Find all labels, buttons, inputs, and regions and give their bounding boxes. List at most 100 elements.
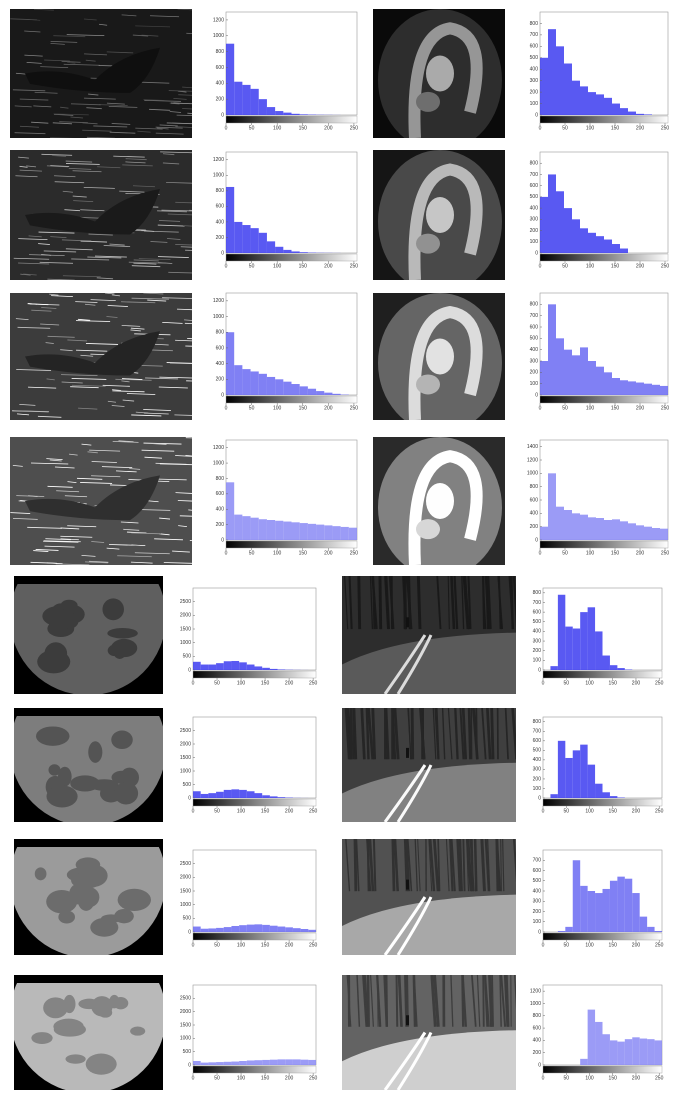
tree xyxy=(368,839,375,892)
wave xyxy=(67,525,97,528)
wave xyxy=(41,153,73,156)
wave xyxy=(13,410,50,413)
y-tick-label: 600 xyxy=(530,497,539,503)
bar xyxy=(580,744,588,798)
y-tick-label: 1000 xyxy=(530,1001,541,1007)
wave xyxy=(61,374,98,377)
bar xyxy=(193,926,201,932)
mri-image xyxy=(373,437,505,565)
wave xyxy=(50,165,70,167)
person xyxy=(406,879,409,890)
wave xyxy=(160,151,192,154)
bar xyxy=(596,236,604,253)
mare xyxy=(37,650,71,674)
bar xyxy=(580,86,588,115)
bar xyxy=(580,612,588,670)
chamber xyxy=(416,91,440,112)
wave xyxy=(35,549,59,551)
wave xyxy=(41,307,57,309)
bar xyxy=(550,794,558,798)
wave xyxy=(111,405,125,407)
x-tick-label: 250 xyxy=(350,550,359,556)
x-tick-label: 50 xyxy=(214,680,220,686)
wave xyxy=(138,258,171,261)
y-tick-label: 0 xyxy=(538,667,541,673)
tree xyxy=(407,839,413,892)
road-image xyxy=(342,708,516,822)
wave xyxy=(170,102,192,105)
bar xyxy=(540,57,548,115)
tree xyxy=(490,708,495,760)
x-tick-label: 0 xyxy=(539,125,542,131)
x-tick-label: 0 xyxy=(192,1075,195,1081)
bar xyxy=(216,663,224,670)
wave xyxy=(162,321,183,324)
road-line xyxy=(383,896,427,955)
tree xyxy=(348,576,353,630)
y-tick-label: 200 xyxy=(530,524,539,530)
bar xyxy=(307,523,317,540)
tree xyxy=(484,975,490,1027)
bar xyxy=(636,113,644,115)
bar xyxy=(242,516,251,540)
wave xyxy=(177,500,192,502)
y-tick-label: 300 xyxy=(530,358,539,364)
y-tick-label: 600 xyxy=(530,324,539,330)
wave xyxy=(112,390,145,393)
tree xyxy=(482,576,486,630)
tree xyxy=(345,839,351,892)
wave xyxy=(19,125,39,128)
y-tick-label: 0 xyxy=(535,392,538,398)
plot-area xyxy=(192,849,317,933)
bar xyxy=(617,668,625,670)
tree xyxy=(393,839,399,892)
tree xyxy=(369,975,374,1027)
x-tick-label: 250 xyxy=(661,405,670,411)
mri-image xyxy=(373,9,505,138)
bar xyxy=(266,241,276,253)
chamber xyxy=(416,519,440,540)
wave xyxy=(107,305,128,307)
wave xyxy=(47,485,73,488)
wave xyxy=(54,113,74,116)
bar xyxy=(340,526,349,540)
bar xyxy=(239,1061,247,1065)
x-tick-label: 100 xyxy=(586,125,595,131)
y-tick-label: 500 xyxy=(183,782,192,788)
y-tick-label: 2500 xyxy=(180,861,191,867)
bar xyxy=(572,355,580,395)
wave xyxy=(50,137,75,138)
wave xyxy=(91,475,121,478)
x-tick-label: 200 xyxy=(285,680,294,686)
wave xyxy=(91,461,117,463)
bar xyxy=(604,520,612,540)
bar xyxy=(580,347,588,395)
y-tick-label: 200 xyxy=(530,228,539,234)
wave xyxy=(174,414,192,416)
tree xyxy=(450,576,456,630)
wave xyxy=(130,561,153,564)
wave xyxy=(185,345,192,347)
wave xyxy=(28,235,42,238)
mare xyxy=(70,775,100,792)
wave xyxy=(188,509,192,511)
x-tick-label: 50 xyxy=(563,942,569,948)
bar xyxy=(612,244,620,253)
tree xyxy=(416,576,422,630)
x-tick-label: 250 xyxy=(655,808,664,814)
x-tick-label: 150 xyxy=(609,808,618,814)
tree xyxy=(491,975,494,1027)
y-tick-label: 400 xyxy=(530,347,539,353)
bar xyxy=(572,628,581,670)
tree xyxy=(362,975,368,1027)
bar xyxy=(275,520,284,540)
y-tick-label: 0 xyxy=(188,1062,191,1068)
y-tick-label: 400 xyxy=(533,1038,542,1044)
tree xyxy=(369,576,374,630)
mare xyxy=(85,1053,117,1075)
y-tick-label: 500 xyxy=(530,336,539,342)
bar xyxy=(292,928,301,932)
bar xyxy=(283,521,292,540)
bar xyxy=(604,97,612,115)
bar xyxy=(254,666,263,670)
